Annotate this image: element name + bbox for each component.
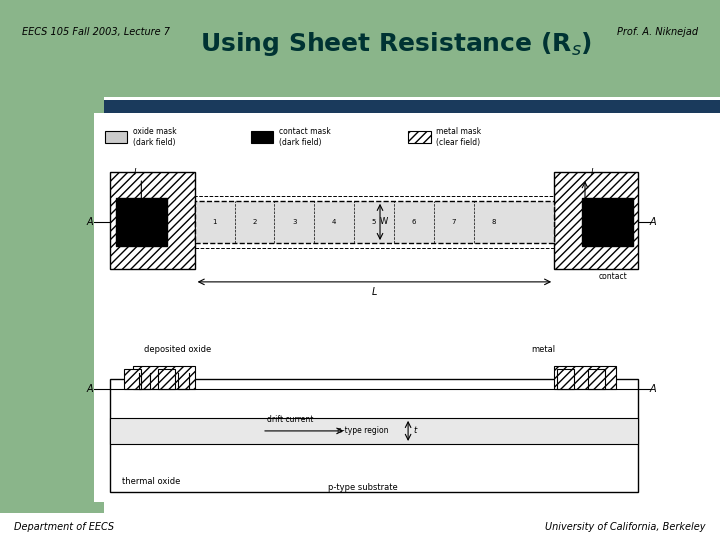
Text: deposited oxide: deposited oxide (144, 345, 212, 354)
Bar (158, 369, 175, 389)
Bar (582, 198, 633, 246)
Text: 8: 8 (492, 219, 496, 225)
Text: 2: 2 (252, 219, 257, 225)
Bar (133, 366, 194, 389)
Bar (105, 131, 127, 143)
Bar (588, 369, 605, 389)
Text: metal: metal (531, 345, 555, 354)
Text: A: A (87, 384, 94, 394)
Bar (125, 369, 141, 389)
Text: A: A (87, 217, 94, 227)
Text: A: A (649, 384, 656, 394)
Bar (194, 201, 554, 243)
Text: 5: 5 (372, 219, 377, 225)
Text: Using Sheet Resistance (R$_s$): Using Sheet Resistance (R$_s$) (200, 30, 592, 58)
Text: A: A (649, 217, 656, 227)
Bar (408, 131, 431, 143)
Text: thermal oxide: thermal oxide (122, 477, 180, 486)
Text: 4: 4 (332, 219, 336, 225)
Text: 1: 1 (212, 219, 217, 225)
Text: 6: 6 (412, 219, 416, 225)
Text: Prof. A. Niknejad: Prof. A. Niknejad (617, 27, 698, 37)
Text: oxide mask
(dark field): oxide mask (dark field) (133, 127, 176, 147)
Text: I: I (590, 168, 593, 177)
Text: Ion-implanted (or “diffused”) IC resistor: Ion-implanted (or “diffused”) IC resisto… (148, 139, 557, 157)
Bar (554, 172, 639, 269)
Text: 7: 7 (451, 219, 456, 225)
Bar (194, 196, 554, 248)
Text: n-type region: n-type region (338, 427, 389, 435)
Bar (110, 172, 194, 269)
Text: EECS 105 Fall 2003, Lecture 7: EECS 105 Fall 2003, Lecture 7 (22, 27, 170, 37)
Bar (116, 198, 166, 246)
Text: metal mask
(clear field): metal mask (clear field) (436, 127, 481, 147)
Text: p-type substrate: p-type substrate (328, 483, 398, 492)
Bar (554, 366, 616, 389)
Bar (110, 379, 639, 492)
Bar (557, 369, 574, 389)
Bar (110, 418, 639, 444)
Text: W: W (380, 218, 388, 226)
Text: contact: contact (599, 272, 628, 281)
Text: I: I (134, 168, 137, 177)
Text: drift current: drift current (267, 415, 313, 424)
Text: University of California, Berkeley: University of California, Berkeley (545, 522, 706, 531)
Text: Department of EECS: Department of EECS (14, 522, 114, 531)
Text: 3: 3 (292, 219, 297, 225)
Text: L: L (372, 287, 377, 297)
Text: contact mask
(dark field): contact mask (dark field) (279, 127, 330, 147)
Bar (251, 131, 274, 143)
Text: t: t (414, 427, 417, 435)
